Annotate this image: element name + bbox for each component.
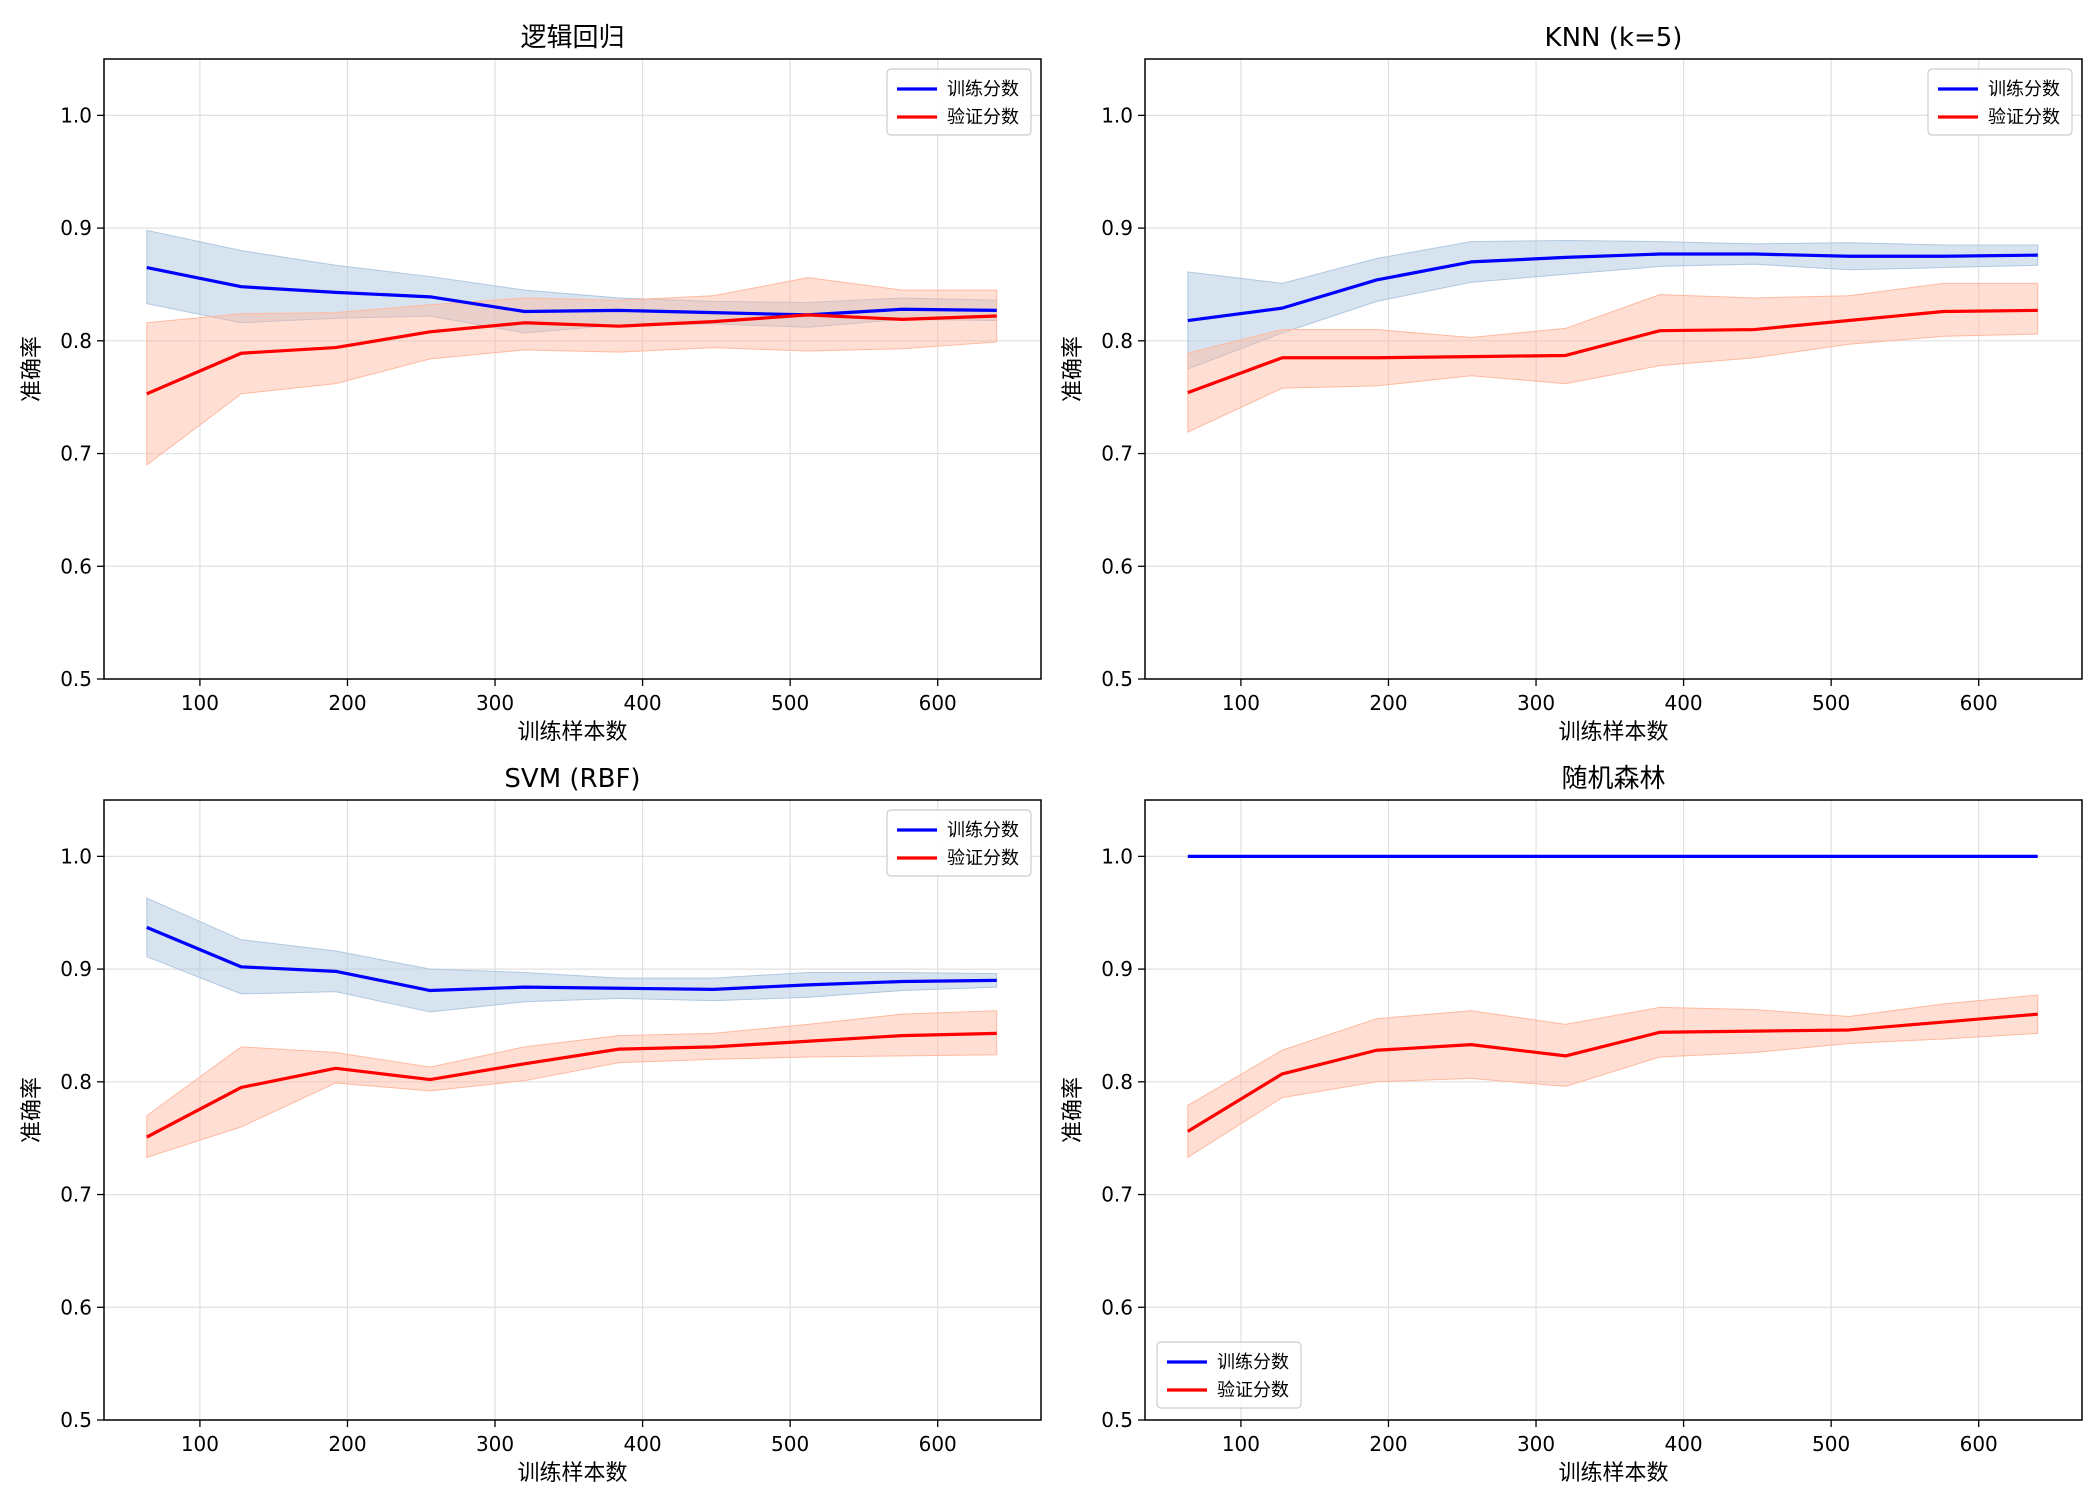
x-tick-label: 100 (1222, 1432, 1260, 1456)
y-tick-label: 0.8 (60, 1070, 92, 1094)
validation-score-line (146, 313, 997, 396)
plot-frame (1144, 799, 2083, 1421)
x-tick-label: 200 (1369, 1432, 1407, 1456)
validation-score-line (1186, 1012, 2038, 1133)
x-axis-label: 训练样本数 (517, 1461, 627, 1486)
y-tick-label: 0.9 (60, 957, 92, 981)
train-score-band (146, 897, 998, 1013)
x-tick-label: 500 (1812, 691, 1850, 715)
validation-score-line (1187, 308, 2038, 395)
x-tick-label: 200 (328, 1432, 366, 1456)
y-tick-label: 0.8 (1101, 329, 1133, 353)
y-tick-label: 0.6 (1101, 1295, 1133, 1319)
validation-legend-label: 验证分数 (947, 107, 1019, 128)
x-tick-label: 500 (1812, 1432, 1850, 1456)
x-axis-label: 训练样本数 (1558, 720, 1668, 745)
y-tick-label: 1.0 (1101, 103, 1133, 127)
y-tick-label: 0.5 (60, 1408, 92, 1432)
x-tick-label: 100 (181, 691, 219, 715)
validation-score-line (146, 1031, 997, 1139)
x-tick-label: 500 (771, 1432, 809, 1456)
x-tick-label: 600 (1960, 691, 1998, 715)
chart-panel-2: 100 200 300 400 500 600 0.5 0.6 0.7 0.8 0.9 1.0 KNN … (1061, 23, 2083, 745)
train-legend-label: 训练分数 (947, 820, 1019, 841)
y-tick-label: 0.7 (60, 442, 92, 466)
y-tick-label: 0.7 (1101, 442, 1133, 466)
y-axis-label: 准确率 (1061, 1077, 1086, 1143)
x-axis-label: 训练样本数 (517, 720, 627, 745)
train-score-line (146, 265, 997, 317)
x-tick-label: 400 (623, 1432, 661, 1456)
validation-legend-label: 验证分数 (1988, 107, 2060, 128)
x-tick-label: 400 (1664, 1432, 1702, 1456)
train-score-band (1187, 239, 2039, 370)
y-tick-label: 1.0 (1101, 844, 1133, 868)
y-tick-label: 0.6 (1101, 554, 1133, 578)
x-tick-label: 400 (623, 691, 661, 715)
chart-panel-3: 100 200 300 400 500 600 0.5 0.6 0.7 0.8 0.9 1.0 SVM … (20, 764, 1042, 1486)
train-legend-label: 训练分数 (1988, 79, 2060, 100)
x-tick-label: 400 (1664, 691, 1702, 715)
chart-title: SVM (RBF) (504, 764, 640, 794)
x-tick-label: 600 (919, 1432, 957, 1456)
y-tick-label: 0.7 (60, 1183, 92, 1207)
validation-legend-label: 验证分数 (947, 848, 1019, 869)
plot-frame (1144, 58, 2083, 680)
y-tick-label: 0.5 (1101, 667, 1133, 691)
validation-score-band (146, 1010, 998, 1159)
y-tick-label: 0.5 (60, 667, 92, 691)
x-tick-label: 300 (476, 1432, 514, 1456)
y-axis-label: 准确率 (1061, 336, 1086, 402)
x-tick-label: 100 (181, 1432, 219, 1456)
y-tick-label: 1.0 (60, 103, 92, 127)
x-tick-label: 100 (1222, 691, 1260, 715)
y-tick-label: 0.5 (1101, 1408, 1133, 1432)
x-tick-label: 300 (1517, 1432, 1555, 1456)
x-axis-label: 训练样本数 (1558, 1461, 1668, 1486)
chart-panel-4: 100 200 300 400 500 600 0.5 0.6 0.7 0.8 0.9 1.0 随机森林… (1061, 764, 2083, 1486)
y-axis-label: 准确率 (20, 1077, 45, 1143)
train-legend-label: 训练分数 (947, 79, 1019, 100)
x-tick-label: 500 (771, 691, 809, 715)
chart-panel-1: 100 200 300 400 500 600 0.5 0.6 0.7 0.8 0.9 1.0 逻辑回归… (20, 23, 1042, 745)
chart-title: 逻辑回归 (520, 23, 624, 53)
chart-title: 随机森林 (1561, 764, 1665, 794)
train-legend-label: 训练分数 (1217, 1352, 1289, 1373)
train-score-line (1187, 252, 2038, 323)
x-tick-label: 200 (328, 691, 366, 715)
x-tick-label: 300 (1517, 691, 1555, 715)
y-tick-label: 0.6 (60, 554, 92, 578)
validation-score-band (1187, 994, 2039, 1159)
y-tick-label: 0.8 (60, 329, 92, 353)
x-tick-label: 600 (1960, 1432, 1998, 1456)
y-tick-label: 0.9 (1101, 216, 1133, 240)
y-tick-label: 0.7 (1101, 1183, 1133, 1207)
validation-legend-label: 验证分数 (1217, 1380, 1289, 1401)
y-tick-label: 0.6 (60, 1295, 92, 1319)
y-axis-label: 准确率 (20, 336, 45, 402)
chart-title: KNN (k=5) (1545, 23, 1683, 53)
y-tick-label: 0.9 (60, 216, 92, 240)
plot-frame (103, 799, 1042, 1421)
x-tick-label: 600 (919, 691, 957, 715)
x-tick-label: 300 (476, 691, 514, 715)
validation-score-band (1187, 282, 2039, 433)
plot-frame (103, 58, 1042, 680)
y-tick-label: 0.9 (1101, 957, 1133, 981)
y-tick-label: 1.0 (60, 844, 92, 868)
train-score-line (146, 925, 997, 993)
x-tick-label: 200 (1369, 691, 1407, 715)
y-tick-label: 0.8 (1101, 1070, 1133, 1094)
